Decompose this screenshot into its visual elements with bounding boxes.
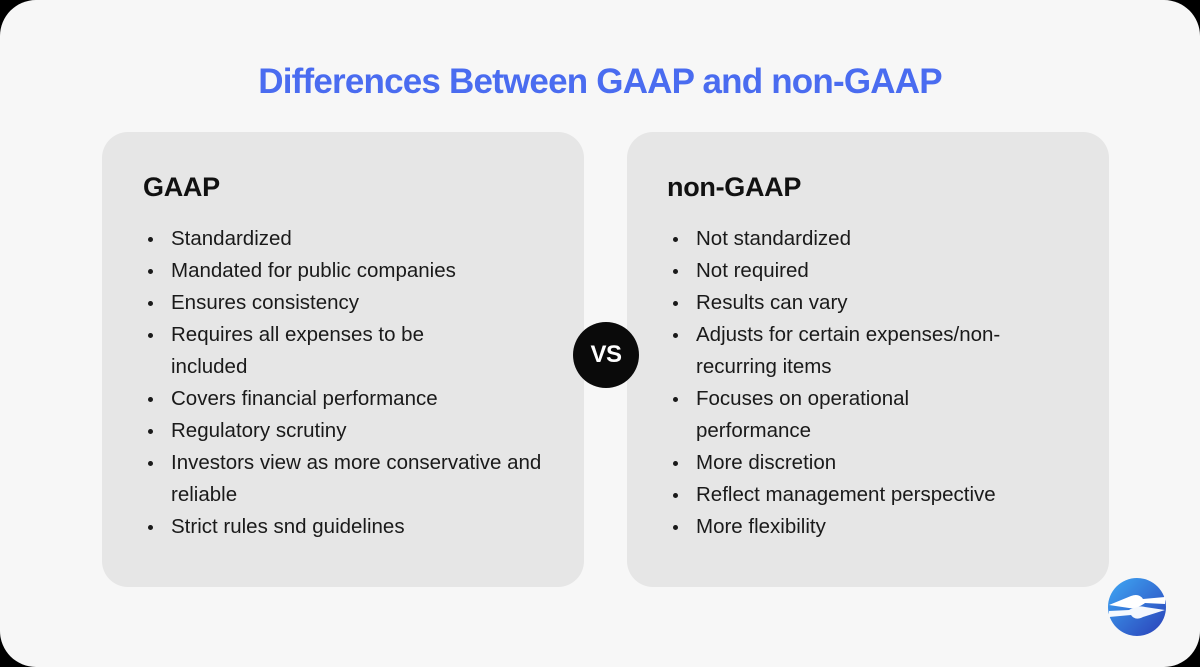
non-gaap-heading: non-GAAP <box>667 172 802 202</box>
list-item: Investors view as more conservative and … <box>145 447 565 511</box>
page-title: Differences Between GAAP and non-GAAP <box>258 62 942 101</box>
list-item: Regulatory scrutiny <box>145 415 565 447</box>
list-item: Adjusts for certain expenses/non-recurri… <box>670 319 1055 383</box>
gaap-card: GAAP Standardized Mandated for public co… <box>102 132 584 587</box>
list-item: Focuses on operational performance <box>670 383 970 447</box>
non-gaap-list: Not standardized Not required Results ca… <box>670 223 1080 543</box>
list-item: More discretion <box>670 447 1080 479</box>
list-item: Not standardized <box>670 223 1080 255</box>
list-item: Reflect management perspective <box>670 479 1080 511</box>
list-item: Strict rules snd guidelines <box>145 511 565 543</box>
list-item: Results can vary <box>670 287 1080 319</box>
list-item: Ensures consistency <box>145 287 565 319</box>
list-item: More flexibility <box>670 511 1080 543</box>
list-item: Standardized <box>145 223 565 255</box>
gaap-heading: GAAP <box>143 172 220 202</box>
vs-badge: VS <box>573 322 639 388</box>
list-item: Requires all expenses to be included <box>145 319 490 383</box>
non-gaap-card: non-GAAP Not standardized Not required R… <box>627 132 1109 587</box>
gaap-list: Standardized Mandated for public compani… <box>145 223 565 543</box>
lightning-logo-icon <box>1108 578 1166 636</box>
list-item: Covers financial performance <box>145 383 565 415</box>
list-item: Not required <box>670 255 1080 287</box>
list-item: Mandated for public companies <box>145 255 565 287</box>
